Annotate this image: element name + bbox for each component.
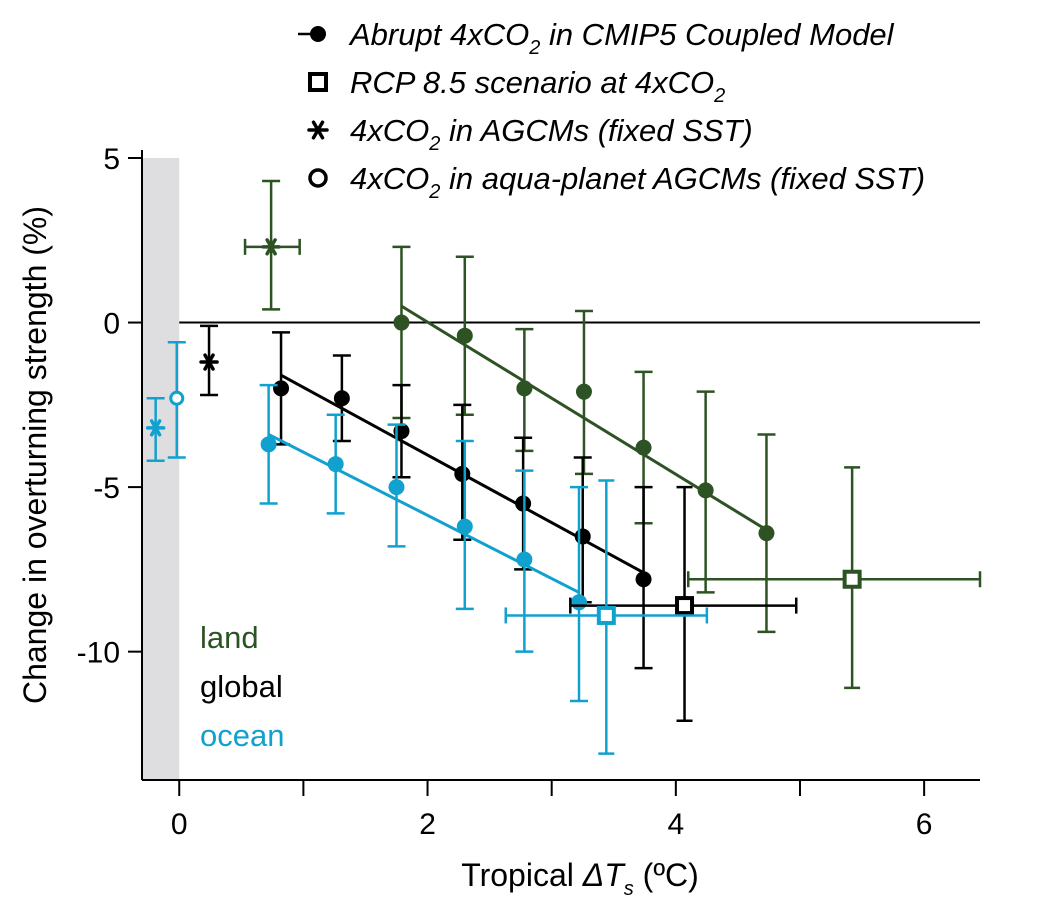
data-point-ocean — [260, 436, 277, 453]
x-tick-label: 2 — [419, 808, 436, 841]
legend-item: 4xCO2 in AGCMs (fixed SST) — [307, 113, 753, 155]
data-point-land — [393, 314, 410, 331]
legend-label: RCP 8.5 scenario at 4xCO2 — [350, 65, 725, 107]
legend-label: 4xCO2 in AGCMs (fixed SST) — [350, 113, 753, 155]
legend: Abrupt 4xCO2 in CMIP5 Coupled Model RCP 8… — [298, 17, 925, 203]
legend-item: 4xCO2 in aqua-planet AGCMs (fixed SST) — [308, 161, 925, 203]
legend-label: Abrupt 4xCO2 in CMIP5 Coupled Model — [348, 17, 895, 59]
legend-dot-icon — [310, 26, 326, 42]
data-point-land — [456, 327, 473, 344]
aqua-marker-ocean — [169, 390, 185, 406]
data-point-land — [758, 525, 775, 542]
region-label-ocean: ocean — [200, 718, 284, 753]
data-point-land — [516, 380, 533, 397]
region-label-global: global — [200, 669, 283, 704]
x-tick-label: 0 — [171, 808, 188, 841]
legend-circle-icon — [308, 168, 328, 188]
y-tick-label: 5 — [103, 143, 120, 176]
plot-area — [145, 179, 982, 755]
data-point-ocean — [327, 456, 344, 473]
data-point-land — [697, 482, 714, 499]
data-point-ocean — [571, 594, 588, 611]
data-point-ocean — [456, 518, 473, 535]
region-labels: land global ocean — [200, 620, 284, 753]
data-point-global — [333, 390, 350, 407]
x-tick-label: 6 — [916, 808, 933, 841]
rcp-center — [849, 576, 856, 583]
x-axis-title: Tropical ΔTs (ºC) — [461, 857, 699, 900]
agcm-marker-land — [261, 238, 281, 256]
data-point-global — [454, 465, 471, 482]
legend-label: 4xCO2 in aqua-planet AGCMs (fixed SST) — [350, 161, 925, 203]
y-tick-label: -10 — [77, 637, 120, 670]
data-point-ocean — [388, 479, 405, 496]
data-point-global — [635, 571, 652, 588]
axes: 0 2 4 6 5 0 -5 -10 — [77, 143, 980, 841]
x-tick-label: 4 — [667, 808, 684, 841]
region-label-land: land — [200, 620, 259, 655]
data-point-global — [273, 380, 290, 397]
agcm-marker-global — [199, 353, 219, 371]
rcp-center — [681, 602, 688, 609]
y-axis-title: Change in overturning strength (%) — [17, 206, 53, 704]
y-tick-label: 0 — [103, 308, 120, 341]
legend-item: RCP 8.5 scenario at 4xCO2 — [308, 65, 725, 107]
shaded-band — [142, 158, 180, 780]
data-point-ocean — [516, 551, 533, 568]
data-point-global — [574, 528, 591, 545]
rcp-center — [603, 612, 610, 619]
y-tick-label: -5 — [93, 472, 120, 505]
data-point-land — [575, 383, 592, 400]
legend-item: Abrupt 4xCO2 in CMIP5 Coupled Model — [298, 17, 895, 59]
agcm-marker-ocean — [145, 419, 166, 437]
legend-star-icon — [307, 120, 329, 140]
legend-square-icon — [308, 72, 328, 92]
data-point-land — [635, 439, 652, 456]
